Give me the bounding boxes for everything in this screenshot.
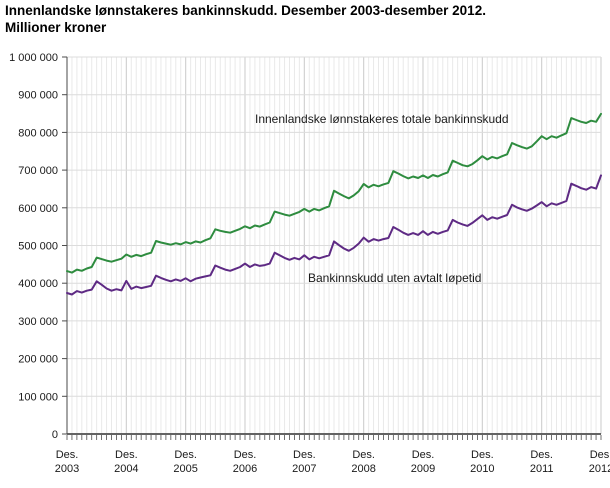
x-tick-label-month: Des. (293, 449, 316, 461)
y-tick-label: 200 000 (18, 354, 58, 366)
x-tick-label-year: 2012 (589, 463, 610, 475)
x-tick-label-month: Des. (234, 449, 257, 461)
y-tick-label: 900 000 (18, 90, 58, 102)
x-tick-label-year: 2007 (292, 463, 316, 475)
x-tick-label-year: 2005 (173, 463, 197, 475)
x-tick-label-year: 2009 (411, 463, 435, 475)
series-label-deposits-no-maturity: Bankinnskudd uten avtalt løpetid (308, 271, 482, 285)
y-tick-label: 1 000 000 (9, 52, 58, 64)
x-tick-label-month: Des. (530, 449, 553, 461)
y-tick-label: 300 000 (18, 316, 58, 328)
x-tick-label-month: Des. (115, 449, 138, 461)
y-tick-label: 700 000 (18, 165, 58, 177)
x-tick-label-year: 2004 (114, 463, 138, 475)
x-tick-label-month: Des. (352, 449, 375, 461)
x-tick-label-year: 2011 (530, 463, 554, 475)
series-label-total-deposits: Innenlandske lønnstakeres totale bankinn… (255, 112, 509, 126)
chart-title: Innenlandske lønnstakeres bankinnskudd. … (5, 2, 607, 36)
chart-title-line2: Millioner kroner (5, 20, 107, 35)
x-tick-label-month: Des. (174, 449, 197, 461)
x-tick-label-month: Des. (471, 449, 494, 461)
chart-title-line1: Innenlandske lønnstakeres bankinnskudd. … (5, 3, 486, 18)
y-tick-label: 600 000 (18, 203, 58, 215)
x-tick-label-month: Des. (56, 449, 79, 461)
y-tick-label: 800 000 (18, 127, 58, 139)
x-tick-label-month: Des. (412, 449, 435, 461)
x-tick-label-year: 2003 (55, 463, 79, 475)
series-line-total-deposits (66, 112, 602, 274)
y-tick-label: 400 000 (18, 278, 58, 290)
y-tick-label: 500 000 (18, 241, 58, 253)
y-tick-label: 0 (52, 429, 58, 441)
y-tick-label: 100 000 (18, 391, 58, 403)
x-tick-label-month: Des. (590, 449, 610, 461)
x-tick-label-year: 2006 (233, 463, 257, 475)
series-line-deposits-no-maturity (66, 174, 602, 296)
x-tick-label-year: 2008 (351, 463, 375, 475)
x-tick-label-year: 2010 (470, 463, 494, 475)
